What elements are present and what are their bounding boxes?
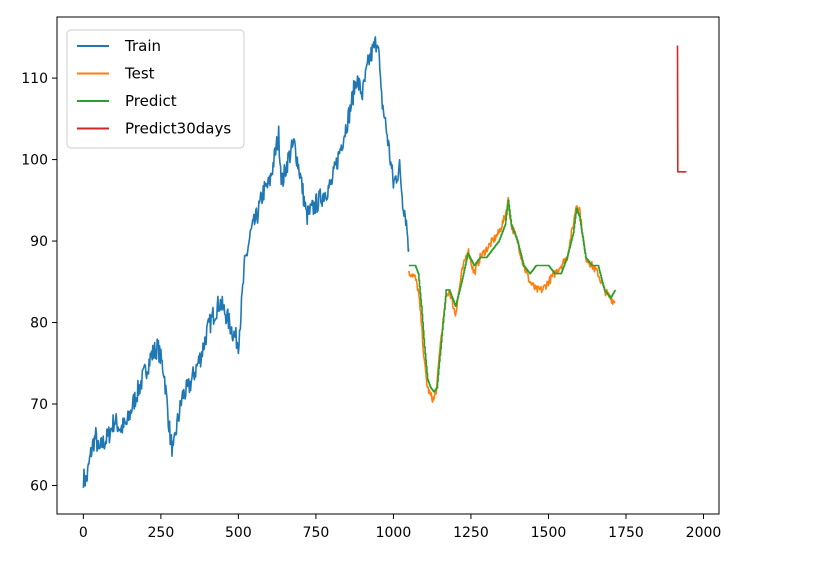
legend: Train Test Predict Predict30days <box>66 29 245 149</box>
x-axis-ticks: 0 250 500 750 1000 1250 1500 1750 2000 <box>79 514 721 541</box>
series-line-predict30days <box>676 45 687 173</box>
axes-frame <box>56 16 720 515</box>
y-tick-label: 110 <box>21 71 48 87</box>
series-line-predict <box>408 199 616 393</box>
x-tick-label: 1250 <box>453 525 489 541</box>
x-tick-label: 750 <box>303 525 330 541</box>
legend-box <box>66 29 245 149</box>
plot-area <box>56 16 720 515</box>
y-axis-ticks: 60 70 80 90 100 110 <box>21 71 57 494</box>
x-tick-label: 1500 <box>531 525 567 541</box>
x-tick-label: 1750 <box>608 525 644 541</box>
x-tick-label: 1000 <box>376 525 412 541</box>
legend-label-train: Train <box>124 37 161 55</box>
x-tick-label: 500 <box>225 525 252 541</box>
y-tick-label: 70 <box>30 397 48 413</box>
x-tick-label: 0 <box>79 525 88 541</box>
y-tick-label: 80 <box>30 316 48 332</box>
legend-label-test: Test <box>124 65 155 83</box>
legend-label-predict: Predict <box>125 92 177 110</box>
y-tick-label: 60 <box>30 478 48 494</box>
y-tick-label: 90 <box>30 234 48 250</box>
x-tick-label: 2000 <box>686 525 722 541</box>
y-tick-label: 100 <box>21 153 48 169</box>
legend-label-predict30days: Predict30days <box>125 120 231 138</box>
series-line-train <box>82 36 410 488</box>
x-tick-label: 250 <box>148 525 175 541</box>
